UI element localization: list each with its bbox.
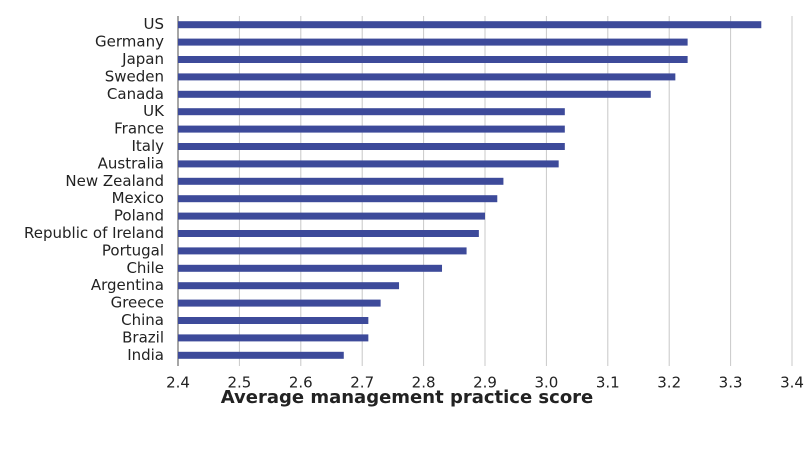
bar bbox=[178, 125, 565, 133]
bar bbox=[178, 160, 559, 168]
bar bbox=[178, 21, 762, 29]
x-tick-label: 2.9 bbox=[473, 374, 497, 392]
bar bbox=[178, 73, 676, 81]
y-tick-label: Mexico bbox=[112, 189, 164, 207]
y-tick-label: Germany bbox=[95, 33, 164, 51]
bar bbox=[178, 90, 651, 98]
y-tick-label: New Zealand bbox=[65, 172, 164, 190]
y-tick-label: Japan bbox=[121, 50, 164, 68]
bar bbox=[178, 143, 565, 150]
x-tick-label: 2.4 bbox=[166, 374, 190, 392]
x-axis-title: Average management practice score bbox=[221, 387, 594, 408]
y-tick-label: UK bbox=[143, 102, 165, 120]
bar bbox=[178, 351, 344, 359]
y-tick-label: India bbox=[127, 346, 164, 364]
y-tick-label: Canada bbox=[107, 85, 164, 103]
bar bbox=[178, 177, 504, 185]
bar bbox=[178, 247, 467, 255]
x-tick-label: 3.4 bbox=[780, 374, 804, 392]
x-tick-label: 2.6 bbox=[289, 374, 313, 392]
y-tick-label: Republic of Ireland bbox=[24, 224, 164, 242]
bar bbox=[178, 282, 400, 290]
x-tick-label: 3.1 bbox=[596, 374, 620, 392]
bar bbox=[178, 195, 498, 203]
y-tick-label: Greece bbox=[111, 294, 164, 312]
x-tick-label: 3.2 bbox=[657, 374, 681, 392]
y-tick-label: Poland bbox=[114, 207, 164, 225]
x-tick-label: 2.7 bbox=[350, 374, 374, 392]
y-tick-label: Chile bbox=[126, 259, 164, 277]
bar bbox=[178, 230, 479, 237]
bar bbox=[178, 212, 485, 220]
y-tick-label: China bbox=[121, 311, 164, 329]
bar bbox=[178, 299, 381, 307]
y-tick-label: Australia bbox=[98, 154, 164, 172]
y-tick-label: Portugal bbox=[102, 241, 164, 259]
bar bbox=[178, 264, 443, 272]
x-tick-label: 3.3 bbox=[719, 374, 743, 392]
bar bbox=[178, 38, 688, 46]
bar bbox=[178, 108, 565, 116]
y-tick-label: US bbox=[143, 15, 164, 33]
x-tick-label: 2.8 bbox=[412, 374, 436, 392]
x-tick-label: 2.5 bbox=[227, 374, 251, 392]
y-tick-label: Brazil bbox=[122, 328, 164, 346]
y-tick-label: Sweden bbox=[105, 67, 164, 85]
y-tick-label: France bbox=[114, 120, 164, 138]
bar bbox=[178, 56, 688, 63]
y-tick-label: Argentina bbox=[91, 276, 164, 294]
x-tick-label: 3.0 bbox=[534, 374, 558, 392]
bar bbox=[178, 334, 369, 342]
bar bbox=[178, 317, 369, 324]
y-tick-label: Italy bbox=[131, 137, 164, 155]
